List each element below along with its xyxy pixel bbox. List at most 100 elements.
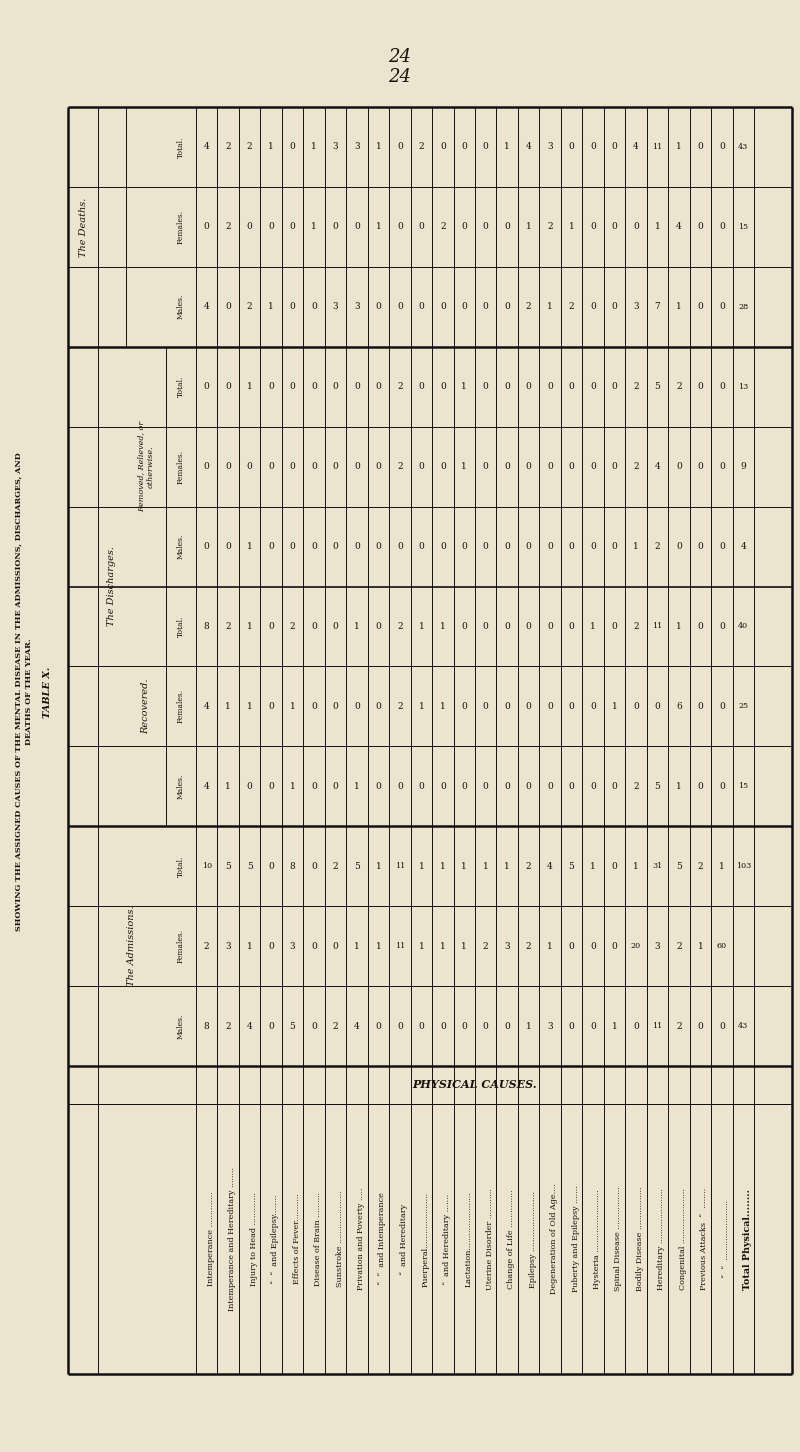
Text: 0: 0 — [719, 382, 725, 391]
Text: 0: 0 — [375, 1022, 382, 1031]
Text: 1: 1 — [375, 222, 382, 231]
Text: 2: 2 — [547, 222, 553, 231]
Text: 4: 4 — [204, 142, 210, 151]
Text: 0: 0 — [290, 142, 295, 151]
Text: 2: 2 — [698, 861, 703, 871]
Text: 0: 0 — [268, 542, 274, 552]
Text: 0: 0 — [719, 621, 725, 632]
Text: 43: 43 — [738, 1022, 748, 1029]
Text: Spinal Disease .................: Spinal Disease ................. — [614, 1186, 622, 1291]
Text: 5: 5 — [654, 781, 660, 791]
Text: 4: 4 — [354, 1022, 360, 1031]
Text: 4: 4 — [204, 701, 210, 711]
Text: Uterine Disorder ............: Uterine Disorder ............ — [486, 1188, 494, 1289]
Text: 11: 11 — [394, 942, 405, 950]
Text: 1: 1 — [462, 861, 467, 871]
Text: 0: 0 — [397, 1022, 402, 1031]
Text: 0: 0 — [204, 462, 210, 470]
Text: 0: 0 — [311, 861, 317, 871]
Text: 4: 4 — [740, 542, 746, 552]
Text: 0: 0 — [612, 142, 618, 151]
Text: 0: 0 — [226, 542, 231, 552]
Text: 0: 0 — [268, 701, 274, 711]
Text: 0: 0 — [333, 542, 338, 552]
Text: 1: 1 — [547, 302, 553, 311]
Text: 0: 0 — [311, 1022, 317, 1031]
Text: 1: 1 — [504, 861, 510, 871]
Text: 0: 0 — [375, 542, 382, 552]
Text: 0: 0 — [204, 382, 210, 391]
Text: 0: 0 — [590, 942, 596, 951]
Text: 0: 0 — [375, 621, 382, 632]
Text: 1: 1 — [698, 942, 703, 951]
Text: 2: 2 — [333, 1022, 338, 1031]
Text: 0: 0 — [526, 542, 531, 552]
Text: 0: 0 — [590, 382, 596, 391]
Text: 0: 0 — [440, 462, 446, 470]
Text: 1: 1 — [590, 621, 596, 632]
Text: 0: 0 — [246, 222, 253, 231]
Text: 0: 0 — [311, 621, 317, 632]
Text: 0: 0 — [504, 1022, 510, 1031]
Text: 0: 0 — [375, 781, 382, 791]
Text: 1: 1 — [246, 701, 253, 711]
Text: 0: 0 — [483, 1022, 489, 1031]
Text: The Discharges.: The Discharges. — [107, 546, 117, 626]
Text: 3: 3 — [290, 942, 295, 951]
Text: 43: 43 — [738, 142, 748, 151]
Text: 0: 0 — [504, 462, 510, 470]
Text: 3: 3 — [354, 142, 360, 151]
Text: Removed, Relieved, or
otherwise.: Removed, Relieved, or otherwise. — [137, 421, 155, 513]
Text: 1: 1 — [268, 302, 274, 311]
Text: 0: 0 — [698, 621, 703, 632]
Text: The Admissions.: The Admissions. — [127, 906, 137, 986]
Text: 0: 0 — [612, 302, 618, 311]
Text: 0: 0 — [268, 382, 274, 391]
Text: 0: 0 — [698, 462, 703, 470]
Text: 1: 1 — [676, 781, 682, 791]
Text: 0: 0 — [268, 942, 274, 951]
Text: 1: 1 — [440, 942, 446, 951]
Text: 0: 0 — [612, 382, 618, 391]
Text: 3: 3 — [547, 1022, 553, 1031]
Text: 0: 0 — [462, 142, 467, 151]
Text: 15: 15 — [738, 783, 748, 790]
Text: 0: 0 — [333, 382, 338, 391]
Text: 2: 2 — [418, 142, 424, 151]
Text: 2: 2 — [526, 302, 531, 311]
Text: 24: 24 — [389, 48, 411, 65]
Text: 8: 8 — [204, 621, 210, 632]
Text: 0: 0 — [311, 302, 317, 311]
Text: 0: 0 — [375, 382, 382, 391]
Text: 2: 2 — [440, 222, 446, 231]
Text: 0: 0 — [397, 142, 402, 151]
Text: 0: 0 — [268, 861, 274, 871]
Text: 9: 9 — [740, 462, 746, 470]
Text: 0: 0 — [633, 701, 639, 711]
Text: 0: 0 — [654, 701, 660, 711]
Text: 0: 0 — [483, 701, 489, 711]
Text: 2: 2 — [483, 942, 489, 951]
Text: 0: 0 — [333, 781, 338, 791]
Text: 0: 0 — [590, 781, 596, 791]
Text: 0: 0 — [268, 222, 274, 231]
Text: 0: 0 — [483, 781, 489, 791]
Text: 0: 0 — [418, 542, 424, 552]
Text: Previous Attacks  “  ........: Previous Attacks “ ........ — [700, 1188, 708, 1289]
Text: 0: 0 — [268, 462, 274, 470]
Text: 2: 2 — [397, 701, 402, 711]
Text: 0: 0 — [246, 781, 253, 791]
Text: Congenital ......................: Congenital ...................... — [679, 1188, 687, 1289]
Text: 11: 11 — [652, 1022, 662, 1029]
Text: 0: 0 — [311, 781, 317, 791]
Text: 1: 1 — [418, 621, 424, 632]
Text: 0: 0 — [311, 942, 317, 951]
Text: 0: 0 — [569, 701, 574, 711]
Text: 1: 1 — [246, 382, 253, 391]
Text: 2: 2 — [676, 1022, 682, 1031]
Text: 0: 0 — [440, 142, 446, 151]
Text: 0: 0 — [590, 701, 596, 711]
Text: 10: 10 — [202, 862, 212, 870]
Text: 0: 0 — [590, 1022, 596, 1031]
Text: 2: 2 — [676, 942, 682, 951]
